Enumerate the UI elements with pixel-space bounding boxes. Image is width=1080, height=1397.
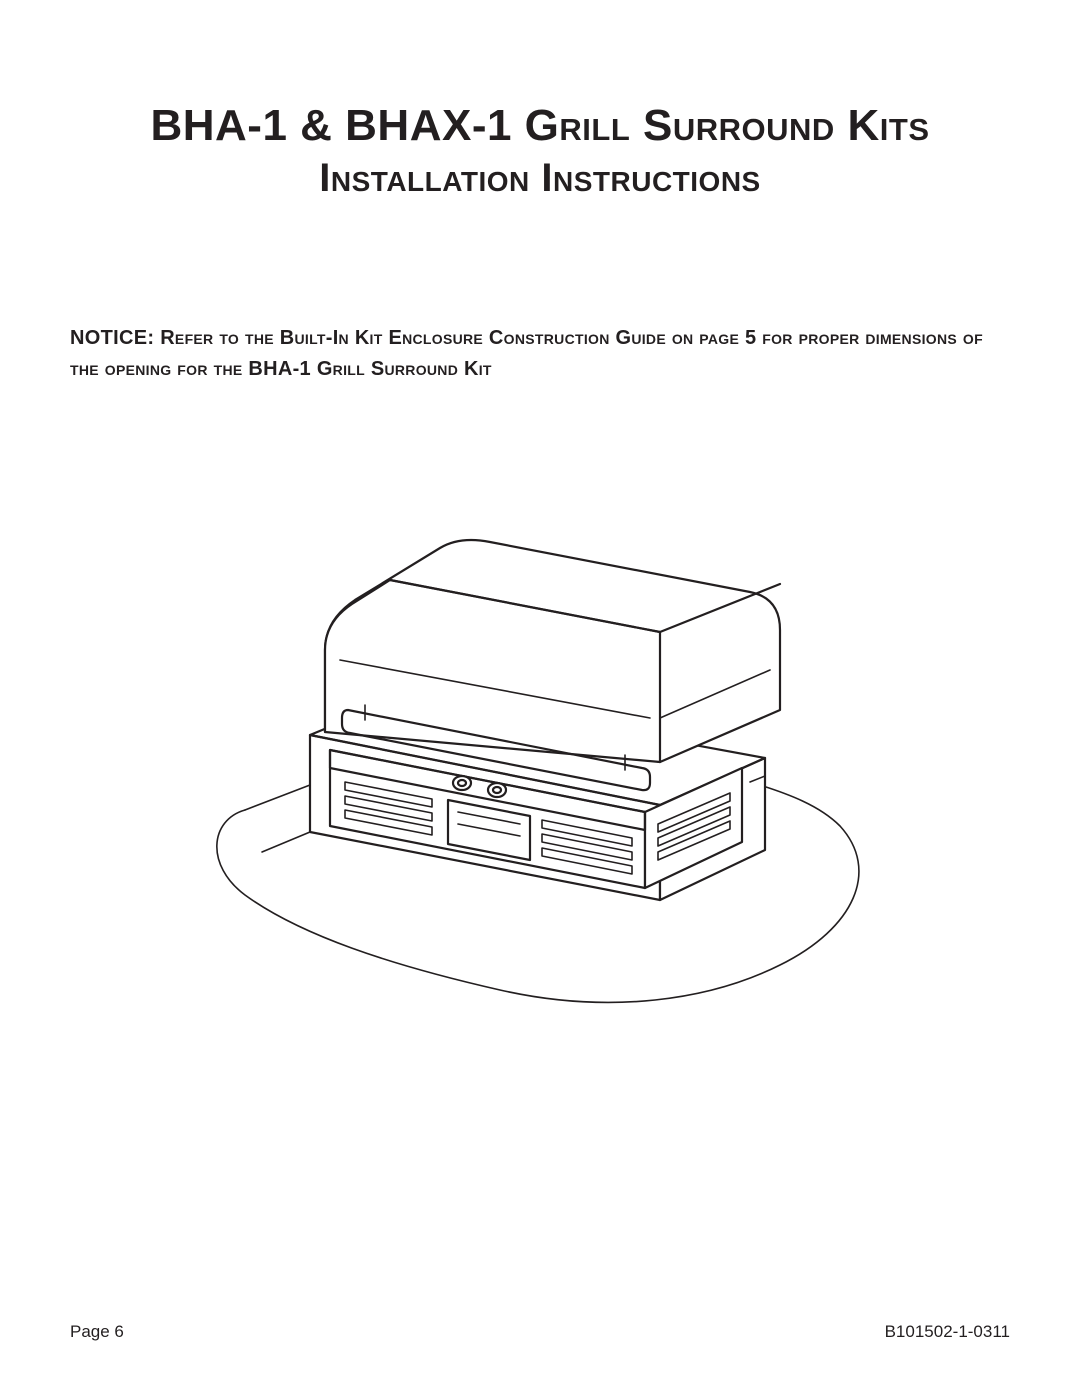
notice-body: Refer to the Built-In Kit Enclosure Cons…	[70, 327, 983, 380]
page-footer: Page 6 B101502-1-0311	[70, 1322, 1010, 1342]
document-page: BHA-1 & BHAX-1 Grill Surround Kits Insta…	[0, 0, 1080, 1397]
title-line-2: Installation Instructions	[70, 153, 1010, 203]
title-line-1: BHA-1 & BHAX-1 Grill Surround Kits	[70, 98, 1010, 153]
notice-lead: NOTICE:	[70, 327, 160, 349]
footer-doc-number: B101502-1-0311	[885, 1322, 1010, 1342]
page-title: BHA-1 & BHAX-1 Grill Surround Kits Insta…	[70, 98, 1010, 203]
knob-2	[488, 783, 506, 797]
knob-1	[453, 776, 471, 790]
title-line-1-plain: BHA-1 & BHAX-1	[150, 101, 524, 150]
title-line-1-sc: Grill Surround Kits	[525, 101, 930, 150]
footer-page-number: Page 6	[70, 1322, 124, 1342]
notice-text: NOTICE: Refer to the Built-In Kit Enclos…	[70, 323, 1010, 385]
grill-svg	[190, 500, 890, 1020]
grill-illustration	[190, 500, 890, 1020]
